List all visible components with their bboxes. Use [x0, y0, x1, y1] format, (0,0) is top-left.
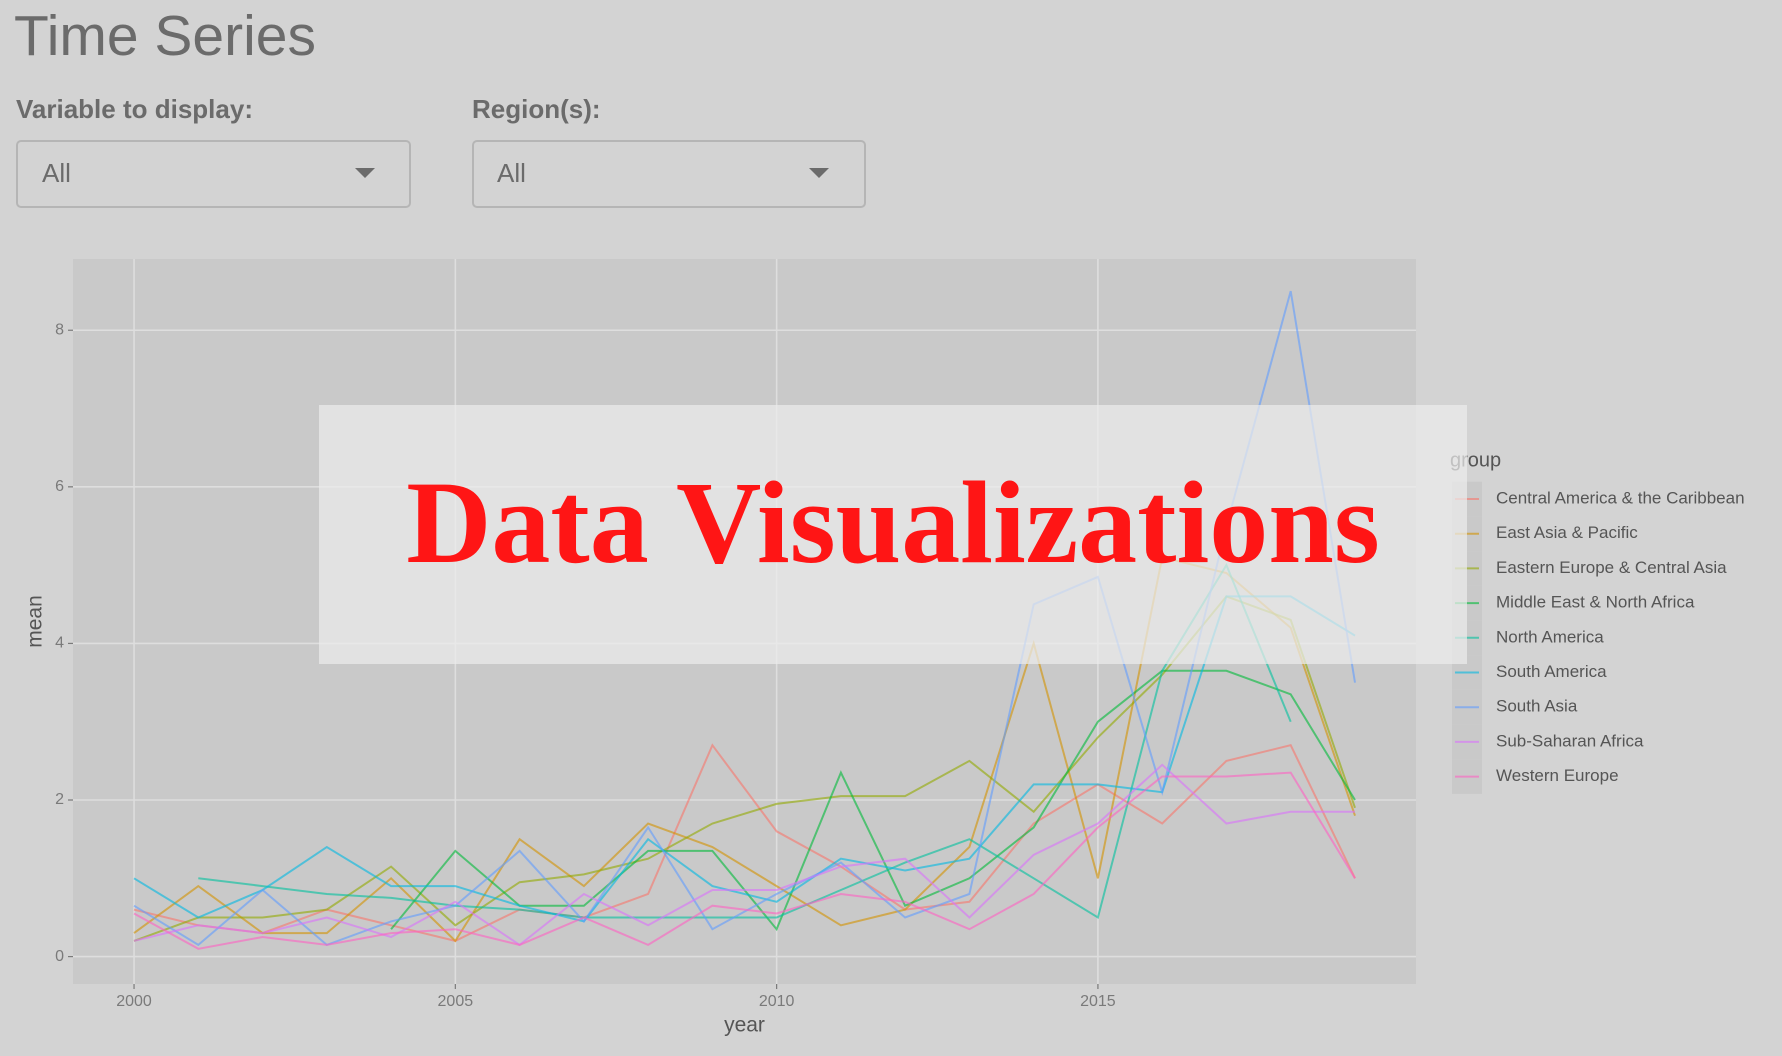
overlay: Data Visualizations — [319, 405, 1467, 664]
dropdown-arrow[interactable] — [355, 168, 375, 178]
series-line — [390, 669, 1356, 932]
dropdown-box[interactable] — [16, 140, 411, 208]
y-tick-label: 6 — [55, 478, 64, 495]
legend-label: South America — [1496, 662, 1607, 681]
y-tick-label: 8 — [55, 321, 64, 338]
x-tick-label: 2000 — [116, 993, 152, 1010]
dropdown-box[interactable] — [472, 140, 866, 208]
series-line — [133, 290, 1356, 947]
legend-label: North America — [1496, 627, 1604, 646]
series-line — [198, 562, 1292, 920]
legend-label: East Asia & Pacific — [1496, 523, 1638, 542]
series-line — [133, 763, 1355, 947]
legend-label: Central America & the Caribbean — [1496, 488, 1745, 507]
x-tick-label: 2010 — [759, 993, 795, 1010]
dropdown-value[interactable]: All — [42, 158, 71, 188]
x-axis-title: year — [724, 1014, 765, 1037]
dropdown[interactable]: All — [472, 140, 866, 208]
legend-label: Eastern Europe & Central Asia — [1496, 558, 1727, 577]
legend-label: Western Europe — [1496, 766, 1619, 785]
y-tick-label: 4 — [55, 635, 64, 652]
y-tick-label: 0 — [55, 948, 64, 965]
series-line — [133, 743, 1356, 942]
overlay-box — [319, 405, 1467, 664]
series-line — [133, 771, 1356, 950]
legend-label: Sub-Saharan Africa — [1496, 731, 1644, 750]
control-label: Variable to display: — [16, 94, 253, 124]
series-line — [133, 595, 1356, 942]
legend-label: South Asia — [1496, 697, 1578, 716]
y-tick-label: 2 — [55, 791, 64, 808]
dropdown-value[interactable]: All — [497, 158, 526, 188]
dropdown[interactable]: All — [16, 140, 411, 208]
x-tick-label: 2005 — [438, 993, 474, 1010]
control-label: Region(s): — [472, 94, 601, 124]
x-tick-label: 2015 — [1080, 993, 1116, 1010]
series-line — [133, 595, 1356, 923]
page-title: Time Series — [14, 4, 316, 68]
overlay-text: Data Visualizations — [406, 457, 1380, 588]
legend-label: Middle East & North Africa — [1496, 593, 1695, 612]
y-axis-title: mean — [24, 595, 47, 648]
dropdown-arrow[interactable] — [809, 168, 829, 178]
